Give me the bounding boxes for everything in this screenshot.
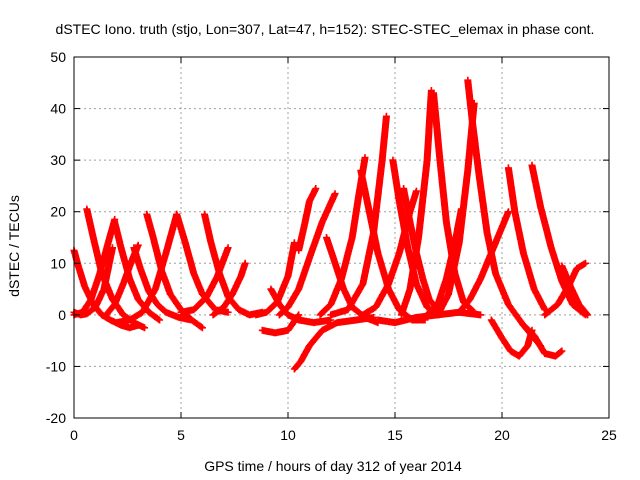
series-12 (177, 244, 232, 316)
series-7 (130, 244, 196, 324)
series-15-markers (267, 285, 335, 327)
series-26-markers (397, 87, 435, 319)
series-34 (487, 316, 536, 360)
series-39 (374, 308, 485, 327)
x-tick-label: 5 (177, 427, 185, 443)
series-28 (400, 185, 442, 314)
grid-lines (74, 57, 609, 418)
y-tick-label: 40 (50, 101, 66, 117)
y-tick-label: 50 (50, 49, 66, 65)
x-tick-label: 10 (280, 427, 296, 443)
series-12-markers (177, 244, 232, 316)
series-28-markers (400, 185, 442, 314)
y-tick-labels: -20 -10 0 10 20 30 40 50 (46, 49, 66, 426)
chart-title: dSTEC Iono. truth (stjo, Lon=307, Lat=47… (56, 21, 595, 37)
series-13-markers (209, 259, 249, 319)
series-38-markers (558, 262, 592, 319)
x-tick-label: 25 (601, 427, 617, 443)
series-9 (113, 210, 181, 327)
series-39-markers (374, 308, 485, 327)
series-18 (295, 185, 320, 254)
series-36 (519, 321, 566, 360)
x-tick-label: 20 (494, 427, 510, 443)
x-tick-label: 0 (70, 427, 78, 443)
series-9-markers (113, 210, 181, 327)
series-18-markers (295, 185, 320, 254)
y-tick-label: 30 (50, 152, 66, 168)
series-19 (275, 190, 339, 319)
y-tick-label: 20 (50, 204, 66, 220)
series-7-markers (130, 244, 196, 324)
series-layer (70, 76, 592, 373)
x-tick-labels: 0 5 10 15 20 25 (70, 427, 617, 443)
series-16-markers (258, 311, 303, 337)
series-33 (504, 164, 549, 314)
series-33-markers (504, 164, 549, 314)
series-38 (558, 262, 592, 319)
tick-marks (73, 56, 610, 419)
series-26 (397, 87, 435, 319)
series-16 (258, 311, 303, 337)
series-13 (209, 259, 249, 319)
plot-frame (73, 56, 610, 419)
y-tick-label: 10 (50, 255, 66, 271)
x-tick-label: 15 (387, 427, 403, 443)
series-19-markers (275, 190, 339, 319)
y-axis-label: dSTEC / TECUs (6, 195, 22, 297)
x-axis-label: GPS time / hours of day 312 of year 2014 (204, 458, 462, 474)
series-34-markers (487, 316, 536, 360)
y-tick-label: -10 (46, 358, 66, 374)
y-tick-label: -20 (46, 410, 66, 426)
series-15 (267, 285, 335, 327)
y-tick-label: 0 (58, 307, 66, 323)
series-36-markers (519, 321, 566, 360)
